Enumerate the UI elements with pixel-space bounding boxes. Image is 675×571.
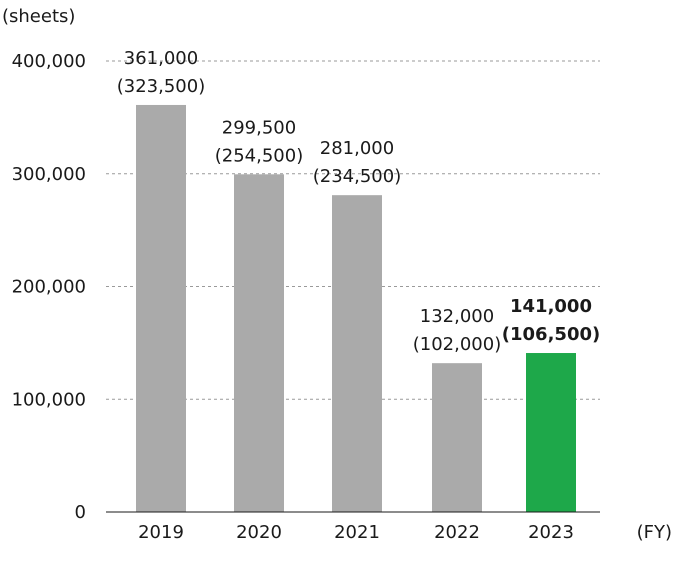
y-tick-label-0: 0: [75, 502, 86, 523]
x-axis-unit-label: (FY): [637, 522, 672, 543]
x-category-label-2023: 2023: [528, 522, 574, 543]
secondary-value-label-2020: (254,500): [215, 145, 303, 166]
secondary-value-label-2022: (102,000): [413, 334, 501, 355]
y-tick-label-2: 200,000: [12, 277, 86, 298]
x-category-label-2020: 2020: [236, 522, 282, 543]
secondary-value-label-2023: (106,500): [502, 324, 600, 345]
value-label-2019: 361,000: [124, 48, 198, 69]
bar-2022: [432, 363, 482, 512]
bar-2019: [136, 104, 186, 512]
secondary-value-label-2019: (323,500): [117, 76, 205, 97]
x-category-label-2022: 2022: [434, 522, 480, 543]
y-tick-label-3: 300,000: [12, 164, 86, 185]
x-category-label-2019: 2019: [138, 522, 184, 543]
y-axis-unit-label: (sheets): [2, 6, 75, 27]
y-tick-labels: 0 100,000 200,000 300,000 400,000: [12, 51, 86, 523]
value-label-2023: 141,000: [510, 296, 592, 317]
bar-2021: [332, 195, 382, 513]
y-tick-label-4: 400,000: [12, 51, 86, 72]
value-label-2022: 132,000: [420, 306, 494, 327]
value-label-2021: 281,000: [320, 138, 394, 159]
x-category-label-2021: 2021: [334, 522, 380, 543]
bar-2020: [234, 174, 284, 512]
data-labels: (323,500) 361,000 (254,500) 299,500 (234,500…: [117, 48, 600, 355]
bars: [136, 104, 576, 513]
x-category-labels: 2019 2020 2021 2022 2023: [138, 522, 574, 543]
y-tick-label-1: 100,000: [12, 389, 86, 410]
secondary-value-label-2021: (234,500): [313, 166, 401, 187]
bar-2023: [526, 353, 576, 512]
value-label-2020: 299,500: [222, 117, 296, 138]
